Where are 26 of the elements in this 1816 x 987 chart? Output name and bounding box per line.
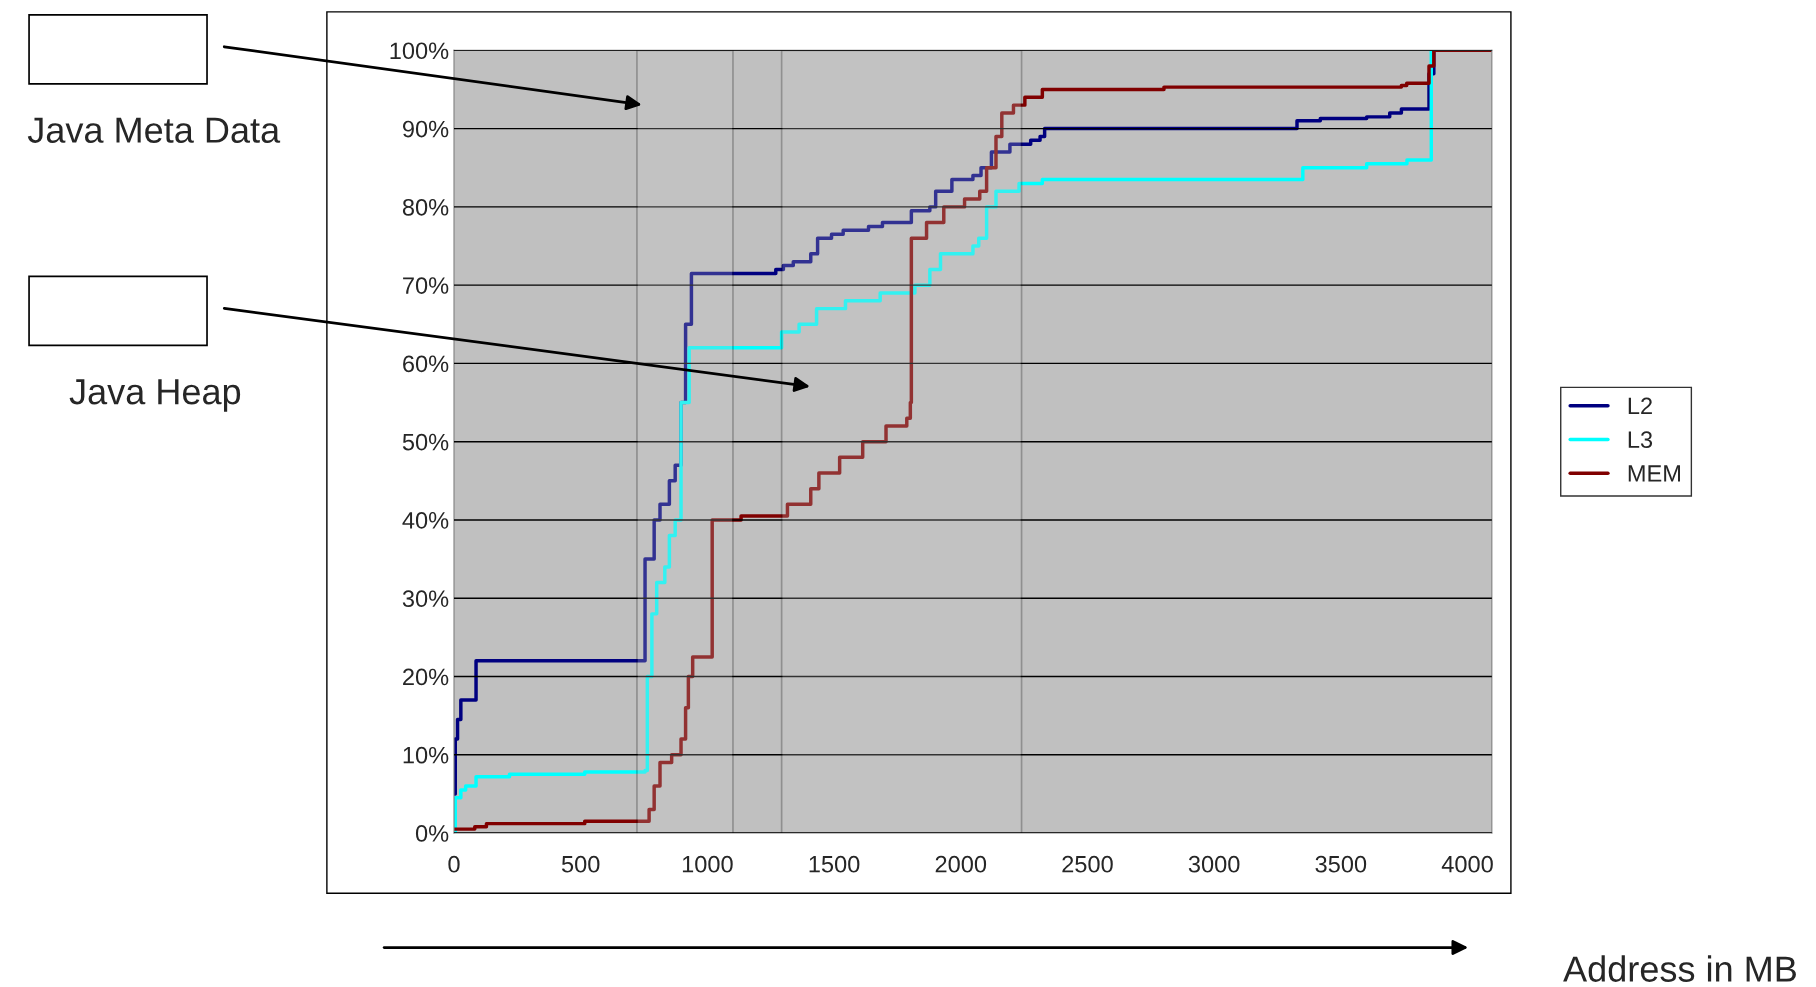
x-axis-title: Address in MB [1563,955,1796,982]
x-tick-label: 0 [448,855,460,873]
y-tick-label: 40% [402,512,449,529]
x-tick-label: 500 [561,855,600,873]
text: Java Heap [69,379,241,412]
y-tick-label: 50% [402,433,449,451]
y-tick-label: 60% [403,355,449,373]
x-tick-label: 3000 [1188,855,1240,873]
text: Java Meta Data [27,117,281,143]
legend-label: L3 [1628,431,1653,449]
x-tick-label: 2500 [1062,855,1113,873]
x-tick-label: 1500 [809,855,860,873]
x-tick-label: 1000 [682,855,733,873]
y-tick-label: 100% [390,42,449,60]
y-tick-label: 20% [403,668,449,686]
x-tick-label: 4000 [1441,855,1493,873]
y-tick-label: 30% [402,590,449,608]
legend-label: L2 [1628,397,1652,414]
x-tick-label: 2000 [935,855,987,873]
y-tick-label: 70% [403,277,449,294]
y-tick-label: 80% [402,198,449,216]
legend-label: MEM [1628,465,1680,482]
y-tick-label: 10% [403,746,449,764]
y-tick-label: 90% [402,120,449,138]
x-tick-label: 3500 [1315,855,1367,873]
y-tick-label: 0% [415,825,449,842]
